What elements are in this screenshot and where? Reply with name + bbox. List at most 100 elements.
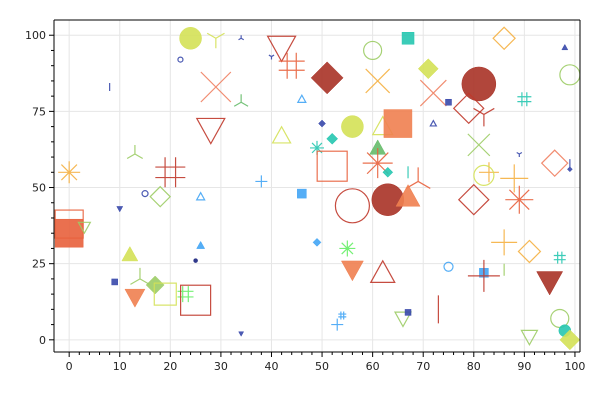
diamond-marker bbox=[382, 166, 394, 178]
triangle-down-marker bbox=[195, 117, 226, 145]
x-marker bbox=[200, 71, 232, 103]
square-marker bbox=[54, 218, 84, 248]
circle-marker bbox=[473, 164, 495, 186]
plus-grid-marker bbox=[553, 251, 566, 264]
diamond-marker bbox=[540, 149, 569, 178]
tri-up-marker bbox=[126, 145, 144, 160]
diamond-marker bbox=[559, 329, 581, 351]
tri-down-marker bbox=[268, 54, 275, 60]
triangle-down-marker bbox=[520, 329, 539, 347]
asterisk-marker bbox=[505, 185, 534, 214]
axes: 0 10 20 30 40 50 60 70 80 90 100 0 25 50 75 100 bbox=[25, 19, 585, 373]
circle-marker bbox=[461, 66, 497, 102]
plus-grid-marker bbox=[517, 92, 532, 107]
x-marker bbox=[467, 133, 491, 157]
triangle-up-marker bbox=[196, 240, 206, 249]
tri-up-marker bbox=[405, 167, 431, 189]
tri-down-marker bbox=[206, 32, 225, 49]
circle-marker bbox=[334, 188, 371, 224]
diamond-marker bbox=[326, 132, 339, 145]
y-tick-label: 0 bbox=[39, 334, 46, 347]
square-marker bbox=[383, 109, 413, 138]
square-marker bbox=[297, 188, 307, 199]
tri-up-marker bbox=[233, 94, 249, 107]
triangle-up-marker bbox=[195, 191, 206, 201]
triangle-down-marker bbox=[77, 221, 92, 235]
diamond-marker bbox=[310, 61, 344, 95]
diamond-marker bbox=[312, 237, 322, 247]
triangle-up-marker bbox=[369, 259, 396, 284]
square-marker bbox=[180, 284, 212, 316]
triangle-up-marker bbox=[429, 119, 438, 127]
plus-grid-marker bbox=[278, 52, 305, 79]
plus-grid-marker bbox=[155, 157, 186, 188]
x-tick-label: 50 bbox=[315, 360, 329, 373]
x-tick-label: 40 bbox=[264, 360, 278, 373]
x-tick-label: 100 bbox=[564, 360, 585, 373]
triangle-up-marker bbox=[561, 43, 569, 51]
triangle-down-marker bbox=[536, 271, 564, 296]
triangle-up-marker bbox=[121, 246, 139, 262]
diamond-marker bbox=[517, 239, 542, 264]
tri-up-marker bbox=[130, 267, 150, 285]
x-tick-label: 60 bbox=[366, 360, 380, 373]
plus-marker bbox=[331, 318, 344, 331]
diamond-marker bbox=[149, 185, 172, 208]
y-tick-label: 25 bbox=[32, 258, 46, 271]
triangle-down-marker bbox=[238, 331, 245, 337]
square-marker bbox=[111, 278, 118, 286]
x-tick-label: 90 bbox=[517, 360, 531, 373]
diamond-marker bbox=[145, 275, 165, 295]
x-tick-label: 20 bbox=[163, 360, 177, 373]
markers bbox=[54, 26, 581, 351]
diamond-marker bbox=[492, 26, 516, 51]
y-tick-label: 50 bbox=[32, 182, 46, 195]
triangle-up-marker bbox=[395, 184, 421, 207]
asterisk-marker bbox=[58, 161, 81, 184]
diamond-marker bbox=[452, 92, 485, 125]
asterisk-marker bbox=[339, 240, 356, 257]
triangle-up-marker bbox=[271, 125, 292, 144]
plus-marker bbox=[467, 259, 500, 292]
diamond-marker bbox=[457, 183, 490, 216]
plus-grid-marker bbox=[177, 286, 194, 303]
asterisk-marker bbox=[362, 148, 393, 179]
circle-marker bbox=[443, 261, 454, 272]
square-marker bbox=[404, 309, 412, 316]
y-tick-label: 100 bbox=[25, 29, 46, 42]
x-tick-label: 10 bbox=[113, 360, 127, 373]
x-marker bbox=[419, 79, 447, 107]
plus-grid-marker bbox=[338, 311, 347, 320]
tri-down-marker bbox=[473, 107, 495, 127]
circle-marker bbox=[363, 40, 383, 61]
y-tick-label: 75 bbox=[32, 105, 46, 118]
x-tick-label: 30 bbox=[214, 360, 228, 373]
triangle-down-marker bbox=[266, 35, 297, 63]
diamond-marker bbox=[318, 119, 326, 128]
asterisk-marker bbox=[310, 140, 324, 155]
tri-up-marker bbox=[238, 35, 245, 41]
triangle-up-marker bbox=[296, 93, 307, 103]
plus-marker bbox=[500, 164, 529, 193]
circle-marker bbox=[371, 183, 405, 216]
circle-marker bbox=[341, 115, 364, 138]
x-marker bbox=[365, 68, 391, 94]
circle-marker bbox=[193, 258, 198, 263]
circle-marker bbox=[177, 56, 184, 63]
triangle-down-marker bbox=[393, 311, 413, 328]
diamond-marker bbox=[567, 166, 573, 173]
plus-marker bbox=[255, 175, 268, 188]
circle-marker bbox=[179, 27, 202, 50]
x-tick-label: 80 bbox=[467, 360, 481, 373]
square-marker bbox=[316, 150, 348, 182]
square-marker bbox=[401, 32, 415, 45]
triangle-down-marker bbox=[340, 260, 364, 282]
square-marker bbox=[445, 98, 452, 106]
x-tick-label: 0 bbox=[66, 360, 73, 373]
plus-marker bbox=[478, 162, 499, 183]
diamond-marker bbox=[417, 58, 439, 80]
triangle-down-marker bbox=[124, 288, 146, 308]
square-marker bbox=[153, 282, 177, 306]
